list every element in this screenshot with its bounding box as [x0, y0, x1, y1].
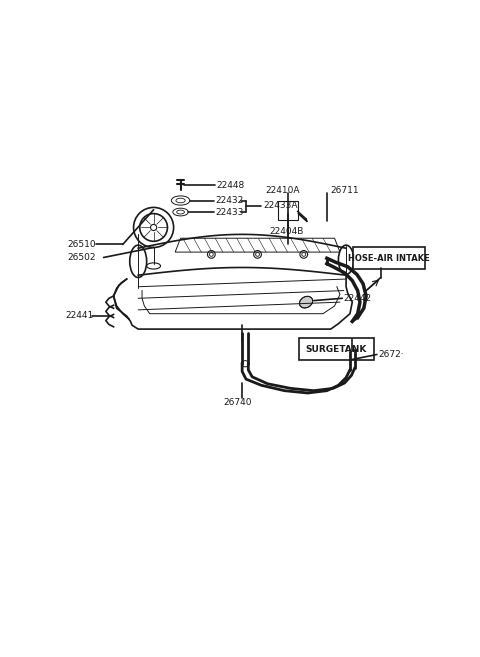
- Text: 22404B: 22404B: [269, 227, 303, 236]
- Text: 22410A: 22410A: [265, 186, 300, 195]
- FancyBboxPatch shape: [278, 201, 299, 219]
- Text: 26502: 26502: [67, 253, 96, 262]
- Text: 22448: 22448: [217, 181, 245, 190]
- Text: 22433: 22433: [215, 208, 243, 217]
- Text: 26740: 26740: [223, 397, 252, 407]
- FancyBboxPatch shape: [353, 248, 425, 269]
- Text: 26510: 26510: [67, 240, 96, 249]
- Text: HOSE-AIR INTAKE: HOSE-AIR INTAKE: [348, 254, 430, 263]
- Text: 26711: 26711: [331, 186, 360, 195]
- Text: 22441: 22441: [65, 311, 93, 321]
- Ellipse shape: [300, 296, 312, 308]
- Text: 22442: 22442: [344, 294, 372, 303]
- Text: 2672·: 2672·: [378, 350, 404, 359]
- Text: 22433A: 22433A: [263, 202, 298, 210]
- Text: 22432: 22432: [215, 196, 243, 205]
- Text: SURGETANK: SURGETANK: [305, 345, 367, 353]
- FancyBboxPatch shape: [299, 338, 374, 360]
